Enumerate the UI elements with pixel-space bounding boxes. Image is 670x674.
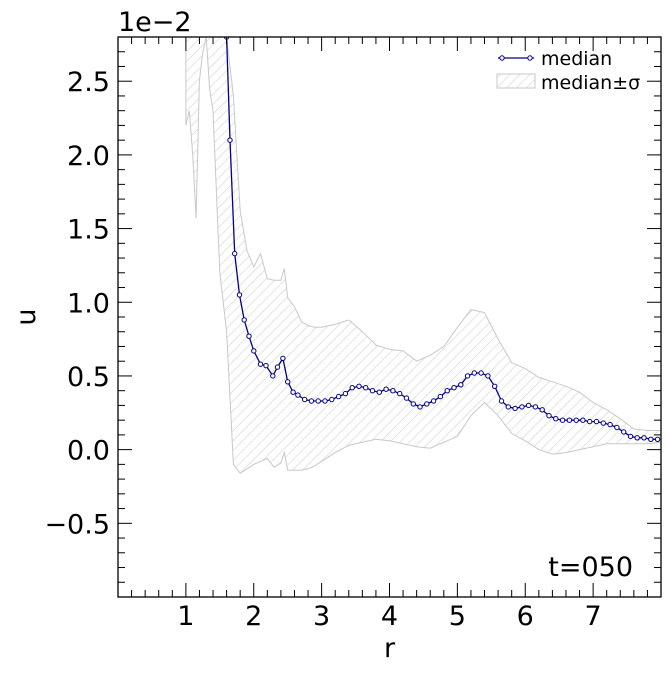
median-point [607, 421, 613, 428]
x-tick-label: 1 [177, 601, 194, 632]
axis-tick-labels: 1 2 3 4 5 6 7 −0.5 0.0 0.5 1.0 1.5 2.0 2.5 [44, 67, 601, 632]
median-point [383, 386, 389, 392]
legend-median-marker [499, 55, 505, 61]
median-point [335, 393, 342, 400]
legend-band-swatch [496, 73, 536, 89]
median-point [451, 385, 457, 391]
median-point [417, 404, 423, 410]
median-point [251, 348, 257, 354]
median-point [315, 398, 321, 404]
median-point [236, 292, 243, 298]
median-point [241, 317, 247, 323]
median-point [356, 383, 362, 389]
median-point [512, 405, 518, 412]
median-point [648, 436, 654, 442]
median-point [397, 390, 403, 397]
median-point [519, 404, 525, 410]
axis-ticks [118, 37, 661, 597]
x-tick-label: 2 [245, 601, 262, 632]
x-axis-title: r [384, 633, 396, 664]
median-point [376, 389, 382, 395]
plot-frame [117, 36, 662, 598]
legend: median median±σ [496, 48, 640, 94]
median-point [498, 398, 505, 404]
median-point [280, 355, 286, 361]
median-point [274, 364, 281, 370]
median-point [403, 395, 410, 401]
x-tick-label: 5 [449, 601, 466, 632]
median-point [634, 435, 640, 441]
y-tick-label: 0.5 [67, 362, 110, 393]
median-point [349, 385, 355, 391]
median-point [329, 396, 335, 403]
median-point [505, 404, 511, 410]
median-point [471, 370, 477, 376]
median-point [525, 402, 532, 409]
median-point [654, 436, 661, 442]
y-tick-label: −0.5 [44, 509, 110, 540]
time-annotation: t=050 [548, 552, 633, 583]
median-point [369, 388, 376, 394]
median-point [322, 398, 328, 404]
median-point [363, 385, 369, 391]
median-point [263, 362, 269, 369]
median-point [308, 398, 315, 404]
median-point [614, 424, 620, 431]
median-point [546, 413, 552, 419]
x-tick-label: 6 [517, 601, 534, 632]
y-axis-title: u [11, 308, 42, 325]
median-point [390, 388, 396, 394]
median-point [621, 429, 627, 435]
y-offset-text: 1e−2 [118, 7, 192, 38]
median-point [593, 418, 600, 425]
x-tick-label: 4 [381, 601, 398, 632]
x-tick-label: 7 [585, 601, 602, 632]
median-point [566, 417, 573, 423]
legend-median-label: median [541, 48, 612, 70]
median-point [485, 373, 491, 379]
median-point [246, 333, 252, 339]
median-point [424, 401, 430, 407]
x-tick-label: 3 [313, 601, 330, 632]
median-point [295, 392, 301, 398]
median-point [587, 418, 593, 425]
median-point [641, 435, 647, 441]
median-markers [223, 37, 661, 442]
median-point [464, 373, 471, 379]
median-point [559, 417, 566, 423]
median-point [539, 407, 545, 413]
median-point [627, 433, 634, 440]
median-point [232, 250, 238, 257]
y-tick-label: 1.5 [67, 215, 110, 246]
y-tick-label: 2.0 [67, 141, 110, 172]
median-point [492, 383, 498, 389]
sigma-band [185, 37, 661, 474]
plot-area [185, 37, 661, 474]
median-point [458, 382, 464, 388]
median-point [227, 137, 233, 143]
median-point [600, 420, 606, 426]
median-point [430, 398, 437, 404]
median-point [290, 389, 296, 395]
y-tick-label: 0.0 [67, 436, 110, 467]
median-point [553, 416, 559, 422]
median-point [257, 361, 264, 367]
median-point [573, 417, 579, 423]
median-point [270, 373, 276, 379]
median-point [285, 379, 291, 385]
y-tick-label: 1.0 [67, 288, 110, 319]
median-point [532, 404, 539, 410]
median-point [437, 393, 444, 400]
median-point [302, 396, 308, 403]
legend-median-marker [527, 55, 533, 61]
legend-band-label: median±σ [541, 72, 640, 94]
median-point [342, 390, 349, 397]
median-point [580, 417, 586, 423]
median-point [478, 370, 484, 376]
y-tick-label: 2.5 [67, 67, 110, 98]
median-point [444, 388, 450, 394]
median-point [410, 401, 416, 407]
